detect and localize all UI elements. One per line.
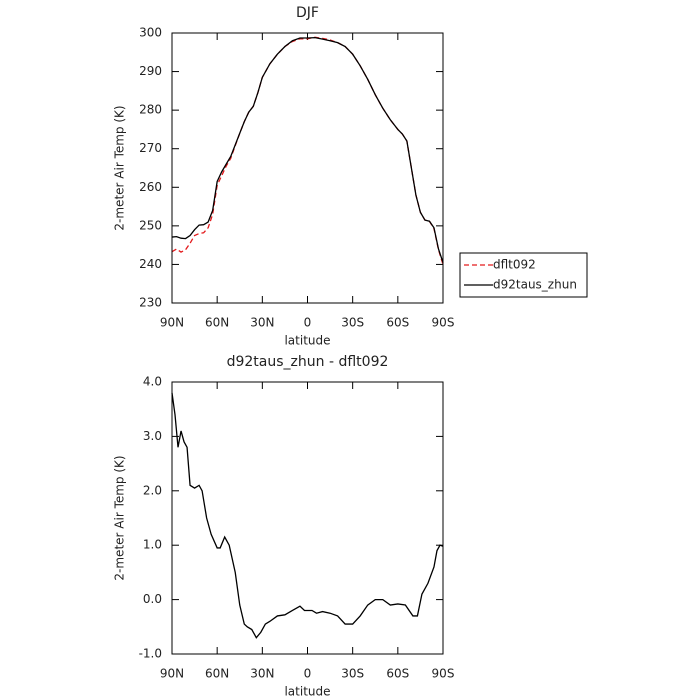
y-tick-label: 4.0 — [143, 375, 162, 389]
legend-label: dflt092 — [493, 258, 536, 272]
chart-title: d92taus_zhun - dflt092 — [227, 354, 389, 370]
y-tick-label: 280 — [139, 103, 162, 117]
y-tick-label: 0.0 — [143, 592, 162, 606]
x-tick-label: 60S — [386, 667, 409, 681]
chart: d92taus_zhun - dflt092 latitude 2-meter Ai… — [113, 354, 455, 699]
legend-label: d92taus_zhun — [493, 278, 577, 292]
chart: DJF latitude 2-meter Air Temp (K) 90N 60N 30N… — [113, 5, 588, 348]
x-tick-label: 90S — [432, 667, 455, 681]
x-tick-label: 30N — [250, 316, 274, 330]
x-tick-label: 60N — [205, 316, 229, 330]
x-tick-label: 0 — [304, 316, 312, 330]
x-tick-label: 30N — [250, 667, 274, 681]
x-tick-label: 90N — [160, 667, 184, 681]
y-tick-label: 250 — [139, 218, 162, 232]
y-tick-label: 230 — [139, 296, 162, 310]
x-tick-label: 90S — [432, 316, 455, 330]
legend: dflt092 d92taus_zhun — [459, 252, 588, 298]
y-tick-label: 2.0 — [143, 483, 162, 497]
y-tick-label: 240 — [139, 257, 162, 271]
data-line — [171, 36, 444, 263]
plot-frame — [171, 32, 444, 304]
legend-box — [459, 252, 588, 298]
y-tick-label: 300 — [139, 26, 162, 40]
x-tick-label: 30S — [341, 316, 364, 330]
y-tick-label: 290 — [139, 64, 162, 78]
x-tick-label: 30S — [341, 667, 364, 681]
data-line — [171, 36, 444, 265]
x-axis-label: latitude — [284, 685, 330, 699]
y-tick-label: 260 — [139, 180, 162, 194]
y-tick-label: -1.0 — [139, 647, 162, 661]
x-tick-label: 60S — [386, 316, 409, 330]
y-tick-label: 270 — [139, 141, 162, 155]
y-axis-label: 2-meter Air Temp (K) — [113, 105, 127, 230]
y-tick-label: 3.0 — [143, 429, 162, 443]
chart-title: DJF — [296, 5, 319, 21]
x-tick-label: 0 — [304, 667, 312, 681]
x-tick-label: 90N — [160, 316, 184, 330]
data-line — [171, 392, 444, 639]
y-tick-label: 1.0 — [143, 538, 162, 552]
y-axis-label: 2-meter Air Temp (K) — [113, 455, 127, 580]
x-tick-label: 60N — [205, 667, 229, 681]
plot-frame — [171, 381, 444, 655]
x-axis-label: latitude — [284, 334, 330, 348]
